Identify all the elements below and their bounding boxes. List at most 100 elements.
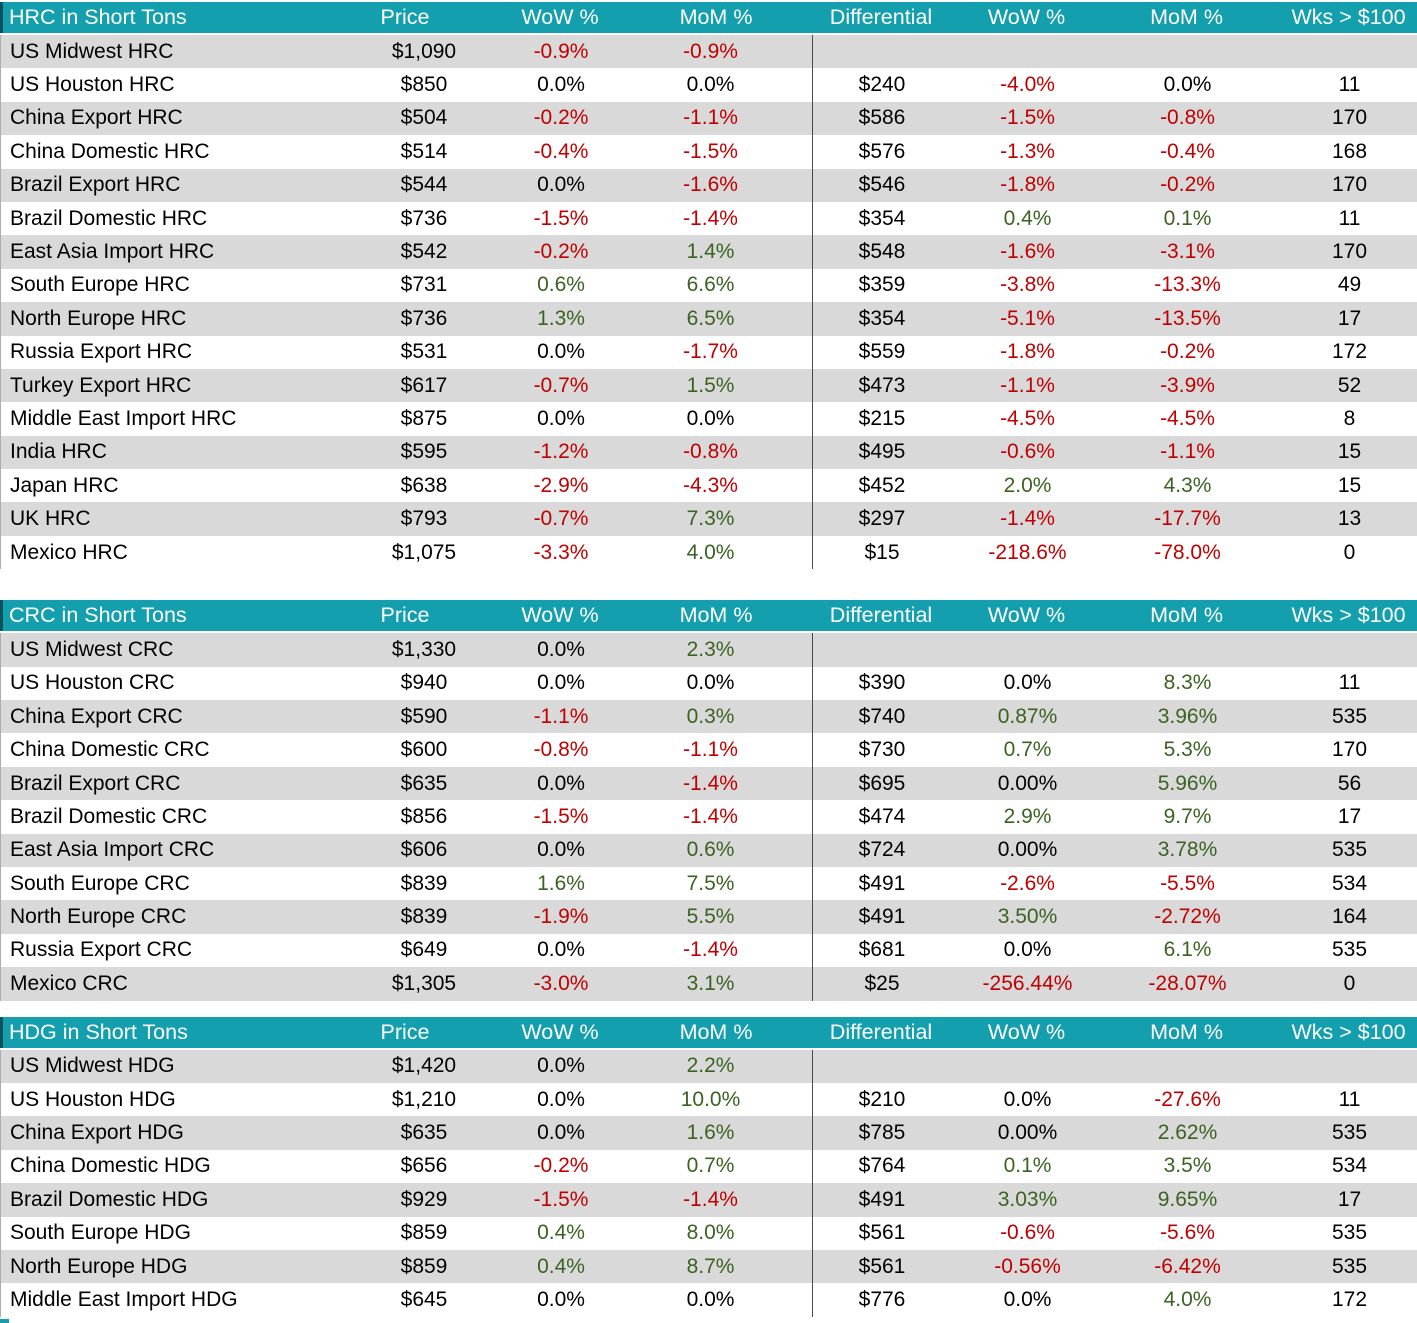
- table-row: North Europe HDG $859 0.4% 8.7% $561 -0.…: [0, 1249, 1417, 1284]
- section-gap: [0, 569, 1417, 600]
- wow-cell: -1.5%: [533, 804, 589, 828]
- diff-wow-cell: [951, 1050, 1104, 1083]
- differential-cell: $215: [858, 406, 906, 430]
- table-body: US Midwest HDG $1,420 0.0% 2.2% US Houst…: [0, 1049, 1417, 1317]
- weeks-cell: 535: [1331, 1254, 1368, 1278]
- row-label: Brazil Export HRC: [10, 173, 181, 197]
- diff-wow-cell: 0.0%: [1003, 938, 1052, 962]
- mom-cell: 4.0%: [621, 535, 813, 570]
- diff-wow-cell: -1.6%: [1000, 240, 1055, 264]
- mom-cell: 2.3%: [621, 633, 813, 667]
- price-cell: $649: [400, 938, 448, 962]
- row-label: North Europe HRC: [10, 306, 187, 330]
- column-header-mom: MoM %: [679, 603, 753, 628]
- table-row: East Asia Import HRC $542 -0.2% 1.4% $54…: [0, 235, 1417, 269]
- table-row: US Houston CRC $940 0.0% 0.0% $390 0.0% …: [0, 666, 1417, 701]
- weeks-cell: 49: [1337, 273, 1362, 297]
- price-cell: $929: [400, 1187, 448, 1211]
- price-cell: $617: [400, 373, 448, 397]
- price-cell: $731: [400, 273, 448, 297]
- row-label: Russia Export HRC: [10, 340, 193, 364]
- row-label: Brazil Domestic HDG: [10, 1187, 209, 1211]
- price-cell: $1,075: [391, 540, 457, 564]
- diff-wow-cell: 0.00%: [997, 1121, 1058, 1145]
- differential-cell: [813, 35, 951, 68]
- row-label: Mexico HRC: [10, 540, 128, 564]
- column-header-wow: WoW %: [521, 5, 599, 29]
- diff-wow-cell: -256.44%: [982, 971, 1073, 995]
- differential-cell: [813, 1050, 951, 1083]
- price-cell: $606: [400, 838, 448, 862]
- wow-cell: 0.0%: [537, 1054, 585, 1078]
- differential-cell: $354: [858, 206, 906, 230]
- diff-mom-cell: [1104, 35, 1271, 68]
- price-cell: $514: [400, 139, 448, 163]
- table-row: Middle East Import HDG $645 0.0% 0.0% $7…: [0, 1283, 1417, 1317]
- column-header-diff-wow: WoW %: [987, 5, 1066, 29]
- diff-mom-cell: 4.3%: [1163, 473, 1212, 497]
- mom-cell: -4.3%: [621, 469, 813, 503]
- row-label: Brazil Domestic CRC: [10, 804, 208, 828]
- differential-cell: $724: [858, 838, 906, 862]
- weeks-cell: 534: [1331, 871, 1368, 895]
- diff-mom-cell: 3.96%: [1157, 704, 1218, 728]
- diff-mom-cell: -3.1%: [1160, 240, 1215, 264]
- diff-wow-cell: 0.0%: [1003, 671, 1052, 695]
- price-cell: $531: [400, 340, 448, 364]
- diff-mom-cell: -3.9%: [1160, 373, 1215, 397]
- diff-wow-cell: 0.0%: [1003, 1287, 1052, 1311]
- weeks-cell: 17: [1337, 1187, 1362, 1211]
- differential-cell: $730: [858, 738, 906, 762]
- mom-cell: 0.0%: [621, 68, 813, 102]
- diff-mom-cell: 2.62%: [1157, 1121, 1218, 1145]
- row-label: East Asia Import HRC: [10, 240, 215, 264]
- table-row: US Houston HDG $1,210 0.0% 10.0% $210 0.…: [0, 1082, 1417, 1117]
- mom-cell: 8.7%: [621, 1249, 813, 1284]
- mom-cell: 6.6%: [621, 268, 813, 303]
- row-label: Middle East Import HDG: [10, 1287, 238, 1311]
- row-label: Mexico CRC: [10, 971, 128, 995]
- table-row: China Export HRC $504 -0.2% -1.1% $586 -…: [0, 101, 1417, 136]
- wow-cell: -1.1%: [533, 704, 589, 728]
- mom-cell: -0.9%: [621, 35, 813, 69]
- weeks-cell: 15: [1337, 440, 1362, 464]
- weeks-cell: 11: [1338, 671, 1361, 695]
- wow-cell: 0.4%: [537, 1221, 585, 1245]
- row-label: South Europe HDG: [10, 1221, 191, 1245]
- diff-wow-cell: 3.03%: [997, 1187, 1058, 1211]
- table-header-row: HRC in Short Tons Price WoW % MoM % Diff…: [0, 2, 1417, 35]
- wow-cell: 0.0%: [537, 73, 585, 97]
- row-label: China Export CRC: [10, 704, 183, 728]
- price-cell: $1,420: [391, 1054, 457, 1078]
- diff-mom-cell: -2.72%: [1154, 905, 1221, 929]
- weeks-cell: [1271, 35, 1417, 68]
- row-label: Russia Export CRC: [10, 938, 193, 962]
- mom-cell: 5.5%: [621, 900, 813, 934]
- table-row: US Midwest CRC $1,330 0.0% 2.3%: [0, 633, 1417, 667]
- table-row: China Export CRC $590 -1.1% 0.3% $740 0.…: [0, 700, 1417, 734]
- table-row: South Europe CRC $839 1.6% 7.5% $491 -2.…: [0, 866, 1417, 901]
- diff-wow-cell: 0.0%: [1003, 1087, 1052, 1111]
- weeks-cell: 170: [1331, 173, 1368, 197]
- column-header-weeks: Wks > $100: [1291, 603, 1406, 628]
- price-cell: $635: [400, 771, 448, 795]
- diff-mom-cell: 9.65%: [1157, 1187, 1218, 1211]
- diff-wow-cell: -4.5%: [1000, 406, 1055, 430]
- differential-cell: $548: [858, 240, 906, 264]
- differential-cell: $491: [858, 1187, 906, 1211]
- row-label: South Europe CRC: [10, 871, 190, 895]
- mom-cell: 0.0%: [621, 666, 813, 701]
- differential-cell: $561: [858, 1221, 906, 1245]
- wow-cell: 0.6%: [537, 273, 585, 297]
- wow-cell: -0.2%: [533, 106, 589, 130]
- price-cell: $638: [400, 473, 448, 497]
- mom-cell: 0.3%: [621, 700, 813, 734]
- column-header-mom: MoM %: [679, 5, 753, 29]
- row-label: North Europe HDG: [10, 1254, 188, 1278]
- differential-cell: $681: [858, 938, 906, 962]
- price-cell: $859: [400, 1254, 448, 1278]
- diff-wow-cell: -1.8%: [1000, 340, 1055, 364]
- differential-cell: $740: [858, 704, 906, 728]
- column-header-weeks: Wks > $100: [1291, 1019, 1406, 1044]
- diff-mom-cell: [1104, 633, 1271, 666]
